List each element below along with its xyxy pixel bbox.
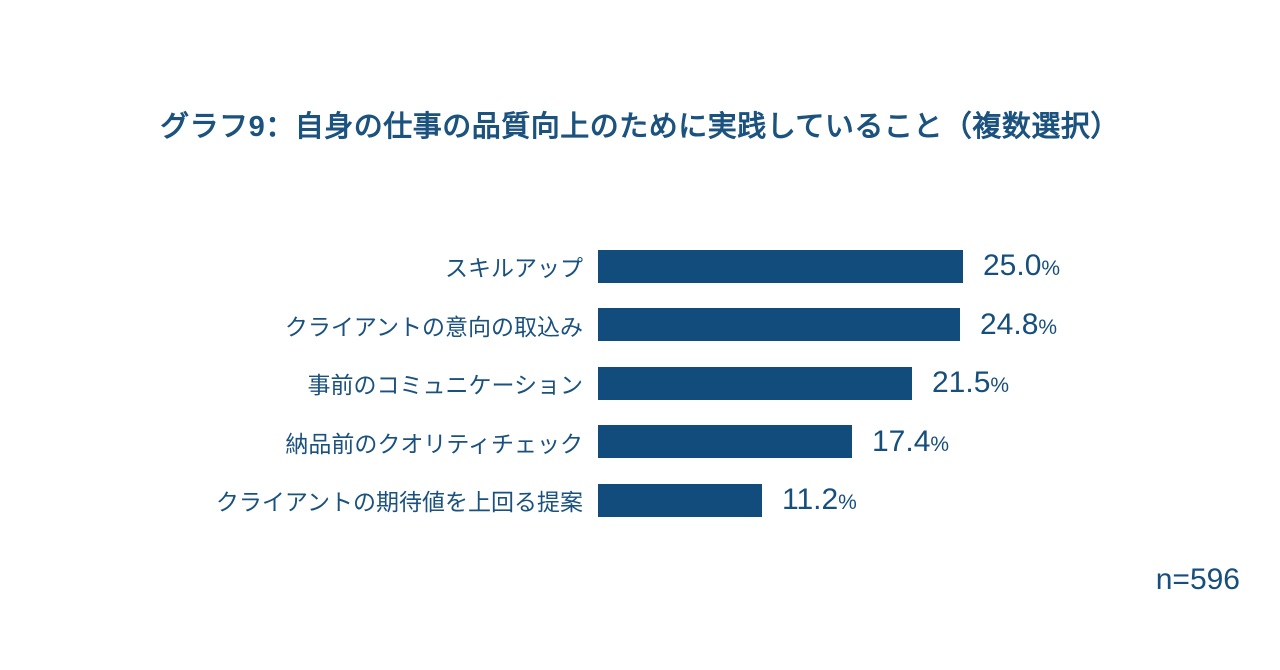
value-label: 11.2% bbox=[782, 483, 857, 517]
bar-row: スキルアップ 25.0% bbox=[0, 237, 1280, 296]
bar bbox=[598, 425, 852, 459]
bar-row: 納品前のクオリティチェック 17.4% bbox=[0, 413, 1280, 472]
category-label: クライアントの期待値を上回る提案 bbox=[215, 489, 583, 516]
category-label: スキルアップ bbox=[445, 255, 583, 282]
bar-area: 11.2% bbox=[598, 483, 857, 517]
value-unit: % bbox=[930, 432, 950, 456]
value-number: 21.5 bbox=[932, 366, 991, 400]
value-unit: % bbox=[1038, 315, 1058, 339]
bar-area: 21.5% bbox=[598, 366, 1009, 400]
value-label: 21.5% bbox=[932, 366, 1009, 400]
value-label: 24.8% bbox=[980, 308, 1057, 342]
bar bbox=[598, 308, 960, 342]
sample-size-label: n=596 bbox=[1155, 563, 1240, 596]
bar-row: 事前のコミュニケーション 21.5% bbox=[0, 354, 1280, 413]
bar bbox=[598, 366, 912, 400]
value-number: 11.2 bbox=[782, 483, 839, 517]
value-label: 17.4% bbox=[872, 425, 949, 459]
category-label: 事前のコミュニケーション bbox=[307, 372, 583, 399]
category-label: 納品前のクオリティチェック bbox=[285, 430, 583, 457]
bar-row: クライアントの意向の取込み 24.8% bbox=[0, 296, 1280, 355]
bar-area: 24.8% bbox=[598, 308, 1057, 342]
value-number: 25.0 bbox=[983, 249, 1042, 283]
bar-row: クライアントの期待値を上回る提案 11.2% bbox=[0, 471, 1280, 530]
value-number: 24.8 bbox=[980, 307, 1039, 341]
bar bbox=[598, 483, 762, 517]
value-number: 17.4 bbox=[872, 424, 931, 458]
value-unit: % bbox=[1041, 257, 1061, 281]
bar-area: 25.0% bbox=[598, 249, 1060, 283]
bar-area: 17.4% bbox=[598, 425, 949, 459]
category-label: クライアントの意向の取込み bbox=[284, 313, 583, 340]
value-label: 25.0% bbox=[983, 249, 1060, 283]
horizontal-bar-chart: スキルアップ 25.0% クライアントの意向の取込み 24.8% 事前のコミュニケーショ… bbox=[0, 237, 1280, 530]
value-unit: % bbox=[990, 374, 1010, 398]
bar bbox=[598, 249, 963, 283]
chart-title: グラフ9：自身の仕事の品質向上のために実践していること（複数選択） bbox=[160, 111, 1120, 143]
value-unit: % bbox=[838, 491, 857, 515]
